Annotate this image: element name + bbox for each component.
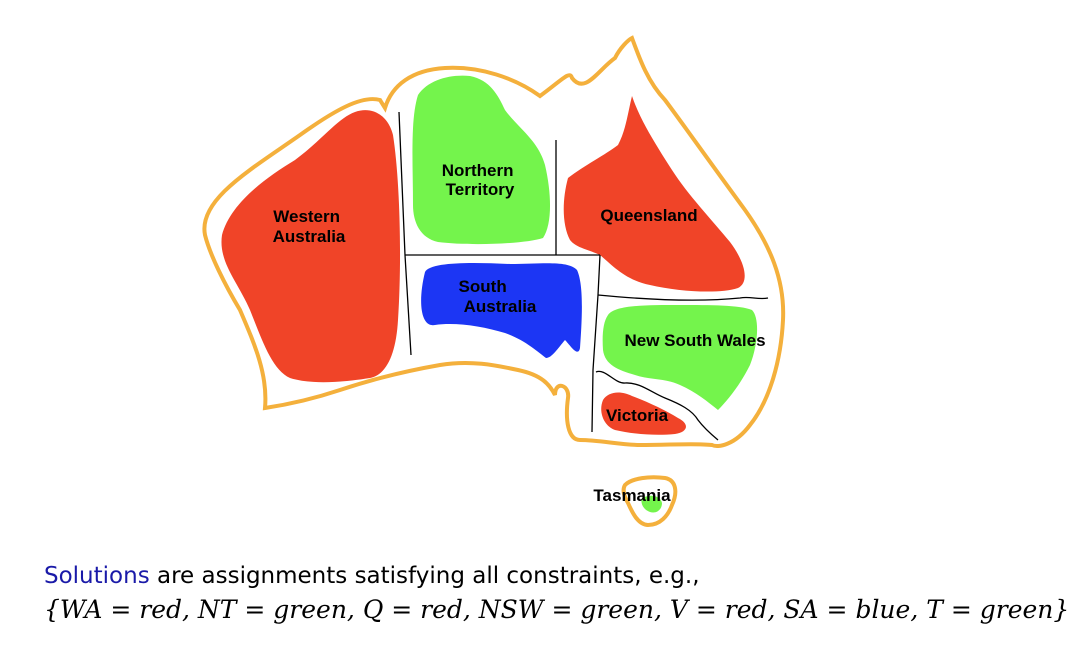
caption-assignment: {WA = red, NT = green, Q = red, NSW = gr… bbox=[44, 595, 1070, 624]
caption-text: are assignments satisfying all constrain… bbox=[149, 563, 700, 589]
region-sa-fill bbox=[421, 262, 582, 358]
tasmania-coastline bbox=[621, 475, 678, 528]
label-v: Victoria bbox=[606, 406, 669, 425]
label-nt-line1: Northern bbox=[442, 161, 514, 180]
label-sa-line1: South bbox=[459, 277, 507, 296]
region-q-fill bbox=[563, 96, 745, 292]
state-borders bbox=[398, 111, 769, 441]
label-wa-line2: Australia bbox=[273, 227, 346, 246]
region-v-fill bbox=[601, 392, 686, 435]
mainland-coastline bbox=[202, 35, 786, 448]
label-nsw: New South Wales bbox=[624, 331, 765, 350]
label-v-line1: Victoria bbox=[606, 406, 669, 425]
australia-map: Western Australia Northern Territory Que… bbox=[202, 35, 786, 528]
label-sa-line2: Australia bbox=[464, 297, 537, 316]
label-wa: Western Australia bbox=[273, 207, 346, 246]
caption-sentence: Solutions are assignments satisfying all… bbox=[44, 560, 1074, 592]
label-nt-line2: Territory bbox=[446, 180, 515, 199]
caption-keyword: Solutions bbox=[44, 563, 150, 589]
label-nsw-line1: New South Wales bbox=[624, 331, 765, 350]
label-q: Queensland bbox=[600, 206, 697, 225]
label-sa: South Australia bbox=[459, 277, 537, 316]
label-wa-line1: Western bbox=[273, 207, 340, 226]
label-t-line1: Tasmania bbox=[593, 486, 671, 505]
region-nsw-fill bbox=[602, 305, 758, 410]
region-nt-fill bbox=[412, 75, 551, 245]
caption: Solutions are assignments satisfying all… bbox=[44, 560, 1074, 628]
label-q-line1: Queensland bbox=[600, 206, 697, 225]
label-nt: Northern Territory bbox=[442, 161, 519, 199]
border-nsw-v bbox=[595, 370, 719, 441]
region-wa-fill bbox=[221, 110, 401, 383]
border-q-nsw bbox=[597, 294, 769, 301]
region-t-fill bbox=[641, 495, 662, 513]
border-wa-nt-sa bbox=[398, 111, 412, 356]
label-t: Tasmania bbox=[593, 486, 671, 505]
border-sa-nsw-v bbox=[591, 254, 601, 433]
